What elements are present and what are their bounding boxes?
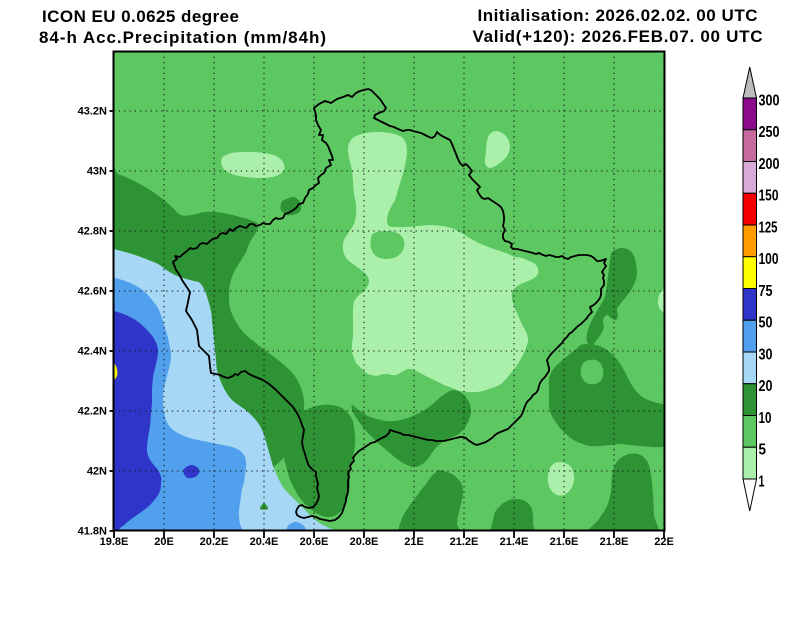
svg-text:42.6N: 42.6N [78,285,107,297]
svg-text:42.8N: 42.8N [78,225,107,237]
svg-text:22E: 22E [654,536,674,548]
svg-text:300: 300 [759,92,780,109]
svg-text:1: 1 [759,473,765,490]
svg-text:21E: 21E [404,536,424,548]
svg-text:Valid(+120): 2026.FEB.07. 00 U: Valid(+120): 2026.FEB.07. 00 UTC [473,27,763,46]
svg-text:200: 200 [759,156,780,173]
svg-text:Initialisation: 2026.02.02. 00: Initialisation: 2026.02.02. 00 UTC [478,6,758,25]
svg-text:42N: 42N [87,465,107,477]
svg-text:21.2E: 21.2E [450,536,479,548]
svg-text:125: 125 [759,219,778,236]
svg-text:100: 100 [759,251,779,268]
svg-text:43.2N: 43.2N [78,105,107,117]
svg-text:20.4E: 20.4E [250,536,279,548]
svg-text:21.8E: 21.8E [600,536,629,548]
svg-text:20: 20 [759,378,773,395]
svg-text:20.8E: 20.8E [350,536,379,548]
svg-text:42.4N: 42.4N [78,345,107,357]
svg-text:10: 10 [759,410,772,427]
svg-text:5: 5 [759,442,767,459]
svg-text:30: 30 [759,346,773,363]
svg-text:50: 50 [759,315,773,332]
svg-text:21.6E: 21.6E [550,536,579,548]
svg-text:20E: 20E [154,536,174,548]
svg-text:42.2N: 42.2N [78,405,107,417]
svg-text:250: 250 [759,124,780,141]
svg-text:21.4E: 21.4E [500,536,529,548]
svg-text:75: 75 [759,283,773,300]
svg-text:41.8N: 41.8N [78,525,107,537]
svg-text:20.6E: 20.6E [300,536,329,548]
svg-text:20.2E: 20.2E [200,536,229,548]
svg-text:84-h Acc.Precipitation (mm/84h: 84-h Acc.Precipitation (mm/84h) [39,28,326,47]
svg-text:19.8E: 19.8E [100,536,129,548]
svg-text:43N: 43N [87,165,107,177]
svg-text:150: 150 [759,188,779,205]
svg-text:ICON EU 0.0625 degree: ICON EU 0.0625 degree [42,7,239,26]
